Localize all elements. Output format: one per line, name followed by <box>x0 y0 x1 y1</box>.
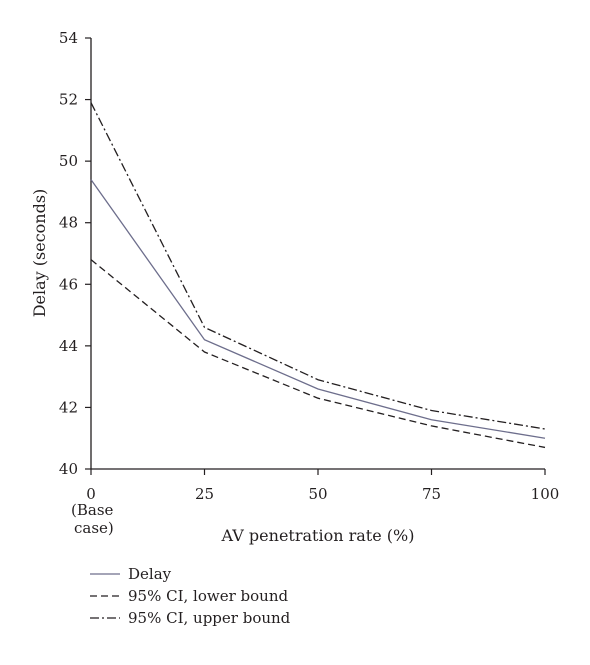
y-tick-label: 54 <box>59 29 78 47</box>
series-line-0 <box>90 179 546 439</box>
y-tick-label: 44 <box>59 337 78 355</box>
legend-label-0: Delay <box>128 565 172 583</box>
legend-label-2: 95% CI, upper bound <box>128 609 291 627</box>
x-ticks: 0 25 50 75 100 <box>86 469 559 503</box>
y-tick-label: 40 <box>59 460 78 478</box>
series-line-1 <box>90 259 546 449</box>
x-tick-label: 75 <box>422 485 441 503</box>
y-ticks: 40 42 44 46 48 50 52 54 <box>59 29 91 478</box>
x-tick-label: 50 <box>308 485 327 503</box>
x-tick-sublabel-line-1: (Base <box>71 501 114 519</box>
x-tick-label: 0 <box>86 485 96 503</box>
axes <box>90 38 545 470</box>
x-tick-label: 100 <box>531 485 560 503</box>
legend: Delay 95% CI, lower bound 95% CI, upper bo… <box>90 565 291 627</box>
x-axis-title: AV penetration rate (%) <box>221 526 415 545</box>
y-tick-label: 52 <box>59 91 78 109</box>
y-tick-label: 46 <box>59 275 78 293</box>
y-tick-label: 42 <box>59 398 78 416</box>
y-axis-title: Delay (seconds) <box>30 189 49 318</box>
series-lines <box>90 102 546 449</box>
legend-label-1: 95% CI, lower bound <box>128 587 288 605</box>
series-line-2 <box>90 102 546 430</box>
x-tick-sublabel-line-2: case) <box>74 519 114 537</box>
x-tick-sublabel: (Base case) <box>71 501 114 537</box>
x-tick-label: 25 <box>195 485 214 503</box>
y-tick-label: 48 <box>59 214 78 232</box>
y-tick-label: 50 <box>59 152 78 170</box>
